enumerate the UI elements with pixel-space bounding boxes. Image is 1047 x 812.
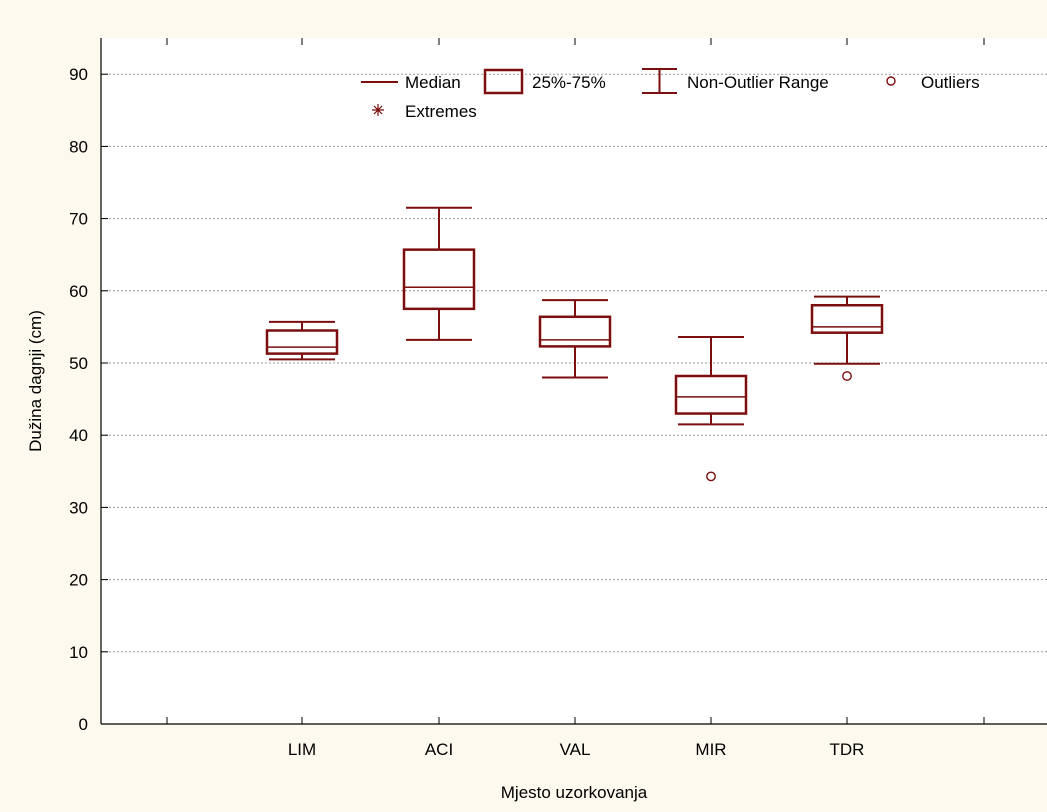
x-tick-label-aci: ACI <box>425 740 453 759</box>
y-tick-label-90: 90 <box>69 65 88 84</box>
plot-area <box>101 38 1047 724</box>
axes <box>100 38 1047 725</box>
box-tdr <box>810 295 884 381</box>
y-tick-label-0: 0 <box>79 715 88 734</box>
legend-box-swatch <box>483 68 524 95</box>
legend: Median 25%-75% Non-Outlier Range Outlier… <box>361 68 980 121</box>
x-tick-label-tdr: TDR <box>830 740 865 759</box>
outlier-point-0 <box>706 471 716 482</box>
y-axis-title: Dužina dagnji (cm) <box>26 310 45 452</box>
x-axis-title: Mjesto uzorkovanja <box>501 783 648 802</box>
y-tick-label-50: 50 <box>69 354 88 373</box>
tick-marks <box>101 38 985 725</box>
legend-outliers-label: Outliers <box>921 73 980 92</box>
iqr-box <box>402 248 476 311</box>
y-tick-label-10: 10 <box>69 643 88 662</box>
y-tick-label-20: 20 <box>69 571 88 590</box>
iqr-box <box>810 303 884 334</box>
box-val <box>538 299 612 379</box>
y-tick-labels: 0 10 20 30 40 50 60 70 80 90 <box>69 65 88 734</box>
iqr-box <box>265 329 339 355</box>
x-tick-label-val: VAL <box>560 740 591 759</box>
y-tick-label-30: 30 <box>69 498 88 517</box>
box-mir <box>674 336 748 482</box>
legend-median-label: Median <box>405 73 461 92</box>
iqr-box <box>674 374 748 415</box>
box-lim <box>265 320 339 361</box>
y-tick-label-40: 40 <box>69 426 88 445</box>
box-aci <box>402 206 476 341</box>
legend-range-label: Non-Outlier Range <box>687 73 829 92</box>
x-tick-labels: LIM ACI VAL MIR TDR <box>288 740 865 759</box>
box-series <box>265 206 884 482</box>
y-tick-label-80: 80 <box>69 137 88 156</box>
legend-box-label: 25%-75% <box>532 73 606 92</box>
iqr-box <box>538 315 612 348</box>
legend-extremes-swatch <box>372 104 384 116</box>
outlier-point-0 <box>842 371 852 381</box>
x-tick-label-mir: MIR <box>695 740 726 759</box>
y-tick-label-70: 70 <box>69 210 88 229</box>
legend-outlier-swatch <box>886 76 896 86</box>
y-tick-label-60: 60 <box>69 282 88 301</box>
legend-extremes-label: Extremes <box>405 102 477 121</box>
legend-range-swatch <box>642 68 677 94</box>
x-tick-label-lim: LIM <box>288 740 316 759</box>
